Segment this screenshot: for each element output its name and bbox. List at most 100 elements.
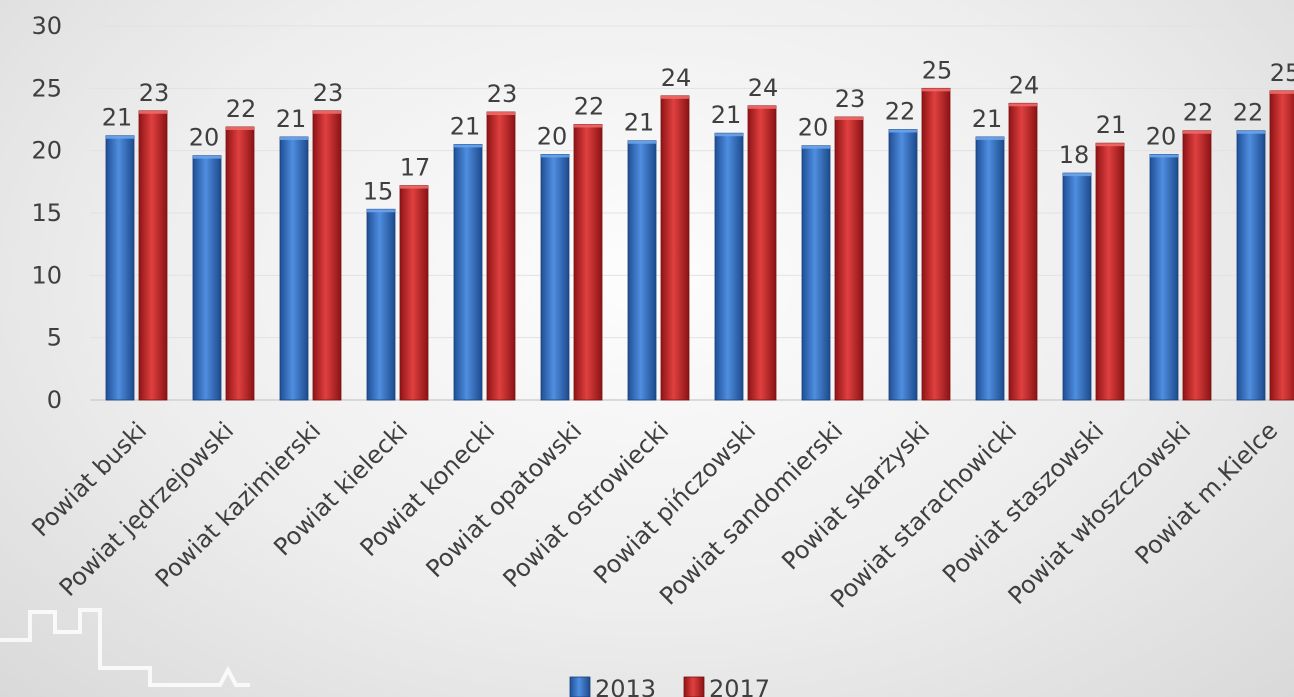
data-label-2017: 21	[1096, 111, 1127, 139]
bar-top-highlight	[541, 154, 569, 158]
bar-top-highlight	[400, 185, 428, 189]
bar-2017	[486, 111, 516, 401]
bars	[105, 87, 1294, 401]
bar-top-highlight	[922, 88, 950, 92]
x-tick-label: Powiat jędrzejowski	[54, 416, 239, 601]
bar-top-highlight	[139, 110, 167, 114]
bar-top-highlight	[715, 133, 743, 137]
bar-2013	[714, 132, 744, 401]
data-label-2013: 21	[276, 105, 307, 133]
bar-2013	[192, 155, 222, 401]
bar-2017	[747, 105, 777, 401]
bar-2013	[1062, 172, 1092, 401]
y-tick-label: 30	[31, 12, 62, 40]
bar-top-highlight	[226, 126, 254, 130]
data-label-2017: 24	[748, 74, 779, 102]
bar-top-highlight	[748, 105, 776, 109]
bar-2013	[366, 208, 396, 401]
data-label-2013: 20	[537, 122, 568, 150]
data-label-2017: 22	[226, 95, 257, 123]
data-label-2013: 21	[450, 112, 481, 140]
bar-top-highlight	[1183, 130, 1211, 134]
x-tick-label: Powiat opatowski	[421, 416, 588, 583]
data-label-2013: 21	[972, 105, 1003, 133]
bar-2017	[312, 110, 342, 401]
data-label-2017: 23	[835, 85, 866, 113]
data-label-2013: 21	[711, 101, 742, 129]
x-tick-label: Powiat skarżyski	[776, 416, 935, 575]
y-tick-label: 15	[31, 199, 62, 227]
bar-2013	[801, 145, 831, 401]
bar-2017	[573, 124, 603, 401]
bar-top-highlight	[1063, 173, 1091, 177]
bar-2013	[1149, 154, 1179, 401]
bar-top-highlight	[487, 112, 515, 116]
bar-2013	[453, 144, 483, 401]
bar-2017	[1095, 142, 1125, 401]
background-decoration	[0, 608, 250, 687]
bar-2013	[105, 135, 135, 401]
bar-2013	[627, 140, 657, 401]
y-tick-label: 10	[31, 261, 62, 289]
bar-top-highlight	[661, 95, 689, 99]
data-label-2017: 24	[1009, 71, 1040, 99]
legend: 2013 2017	[569, 675, 770, 697]
data-label-2013: 22	[885, 97, 916, 125]
data-label-2017: 23	[487, 80, 518, 108]
data-label-2013: 22	[1233, 99, 1264, 127]
data-label-2017: 24	[661, 64, 692, 92]
bar-top-highlight	[835, 117, 863, 121]
x-tick-label: Powiat pińczowski	[588, 416, 761, 589]
bar-2017	[225, 126, 255, 401]
bar-2013	[1236, 130, 1266, 401]
bar-2017	[399, 185, 429, 401]
data-label-2013: 20	[189, 124, 220, 152]
bar-2013	[888, 129, 918, 401]
legend-label-2013: 2013	[595, 675, 656, 697]
bar-top-highlight	[1150, 154, 1178, 158]
bar-2013	[540, 154, 570, 401]
bar-2017	[138, 110, 168, 401]
x-tick-label: Powiat ostrowiecki	[498, 416, 675, 593]
bar-top-highlight	[628, 140, 656, 144]
data-label-2013: 21	[102, 104, 133, 132]
bar-2013	[975, 136, 1005, 401]
bar-top-highlight	[1270, 90, 1294, 94]
y-tick-label: 5	[47, 324, 62, 352]
y-tick-label: 20	[31, 137, 62, 165]
bar-2013	[279, 136, 309, 401]
data-label-2013: 20	[1146, 122, 1177, 150]
bar-top-highlight	[280, 136, 308, 140]
skyline-decoration	[0, 608, 250, 687]
bar-top-highlight	[802, 145, 830, 149]
bar-top-highlight	[193, 155, 221, 159]
data-label-2017: 22	[1183, 99, 1214, 127]
bar-top-highlight	[313, 110, 341, 114]
bar-2017	[921, 87, 951, 401]
data-label-2017: 25	[922, 56, 953, 84]
bar-2017	[834, 116, 864, 401]
bar-2017	[1182, 130, 1212, 401]
legend-swatch-2013	[569, 676, 591, 697]
y-tick-label: 25	[31, 74, 62, 102]
bar-2017	[1008, 102, 1038, 401]
bar-top-highlight	[367, 209, 395, 213]
bar-top-highlight	[889, 129, 917, 133]
data-label-2017: 22	[574, 92, 605, 120]
data-label-2017: 23	[139, 79, 170, 107]
bar-top-highlight	[1096, 143, 1124, 147]
legend-swatch-2017	[683, 676, 705, 697]
legend-label-2017: 2017	[709, 675, 770, 697]
data-label-2017: 23	[313, 79, 344, 107]
data-label-2017: 25	[1270, 59, 1294, 87]
x-tick-label: Powiat kazimierski	[150, 416, 326, 592]
data-label-2013: 15	[363, 177, 394, 205]
bar-top-highlight	[1009, 103, 1037, 107]
bar-2017	[1269, 90, 1294, 401]
bar-top-highlight	[976, 136, 1004, 140]
data-label-2013: 20	[798, 114, 829, 142]
x-tick-label: Powiat staszowski	[937, 416, 1109, 588]
bar-top-highlight	[106, 135, 134, 139]
